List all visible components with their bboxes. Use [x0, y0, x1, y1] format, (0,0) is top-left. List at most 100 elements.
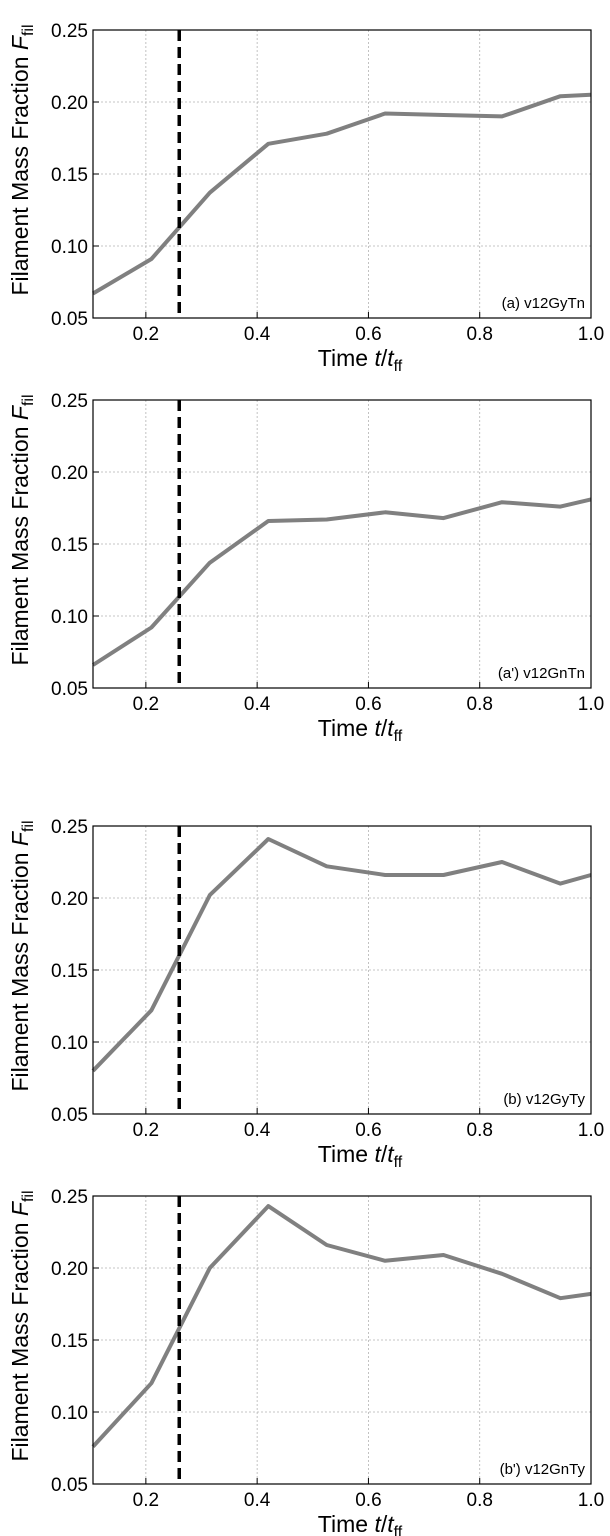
y-tick-label: 0.15 [51, 961, 88, 982]
x-axis-title-sym: t [387, 1141, 395, 1167]
x-tick-label: 0.6 [355, 694, 381, 715]
y-axis-title: Filament Mass Fraction Ffil [7, 24, 37, 295]
x-axis-title-sep: / [381, 1511, 388, 1536]
data-line [91, 497, 592, 667]
y-axis-title: Filament Mass Fraction Ffil [7, 820, 37, 1091]
x-axis-title-sym: t [387, 1511, 395, 1536]
y-tick-label: 0.20 [51, 93, 88, 114]
y-tick-label: 0.15 [51, 1331, 88, 1352]
x-axis-title-var: t [374, 715, 382, 741]
chart-panel-b: 0.2 0.4 0.6 0.8 1.0 0.05 0.10 0.15 0.20 0.25 (b) v… [0, 796, 610, 1171]
y-axis-title-prefix: Filament Mass Fraction [7, 1216, 33, 1461]
y-tick-label: 0.05 [51, 1105, 88, 1126]
x-tick-label: 0.2 [133, 324, 159, 345]
x-tick-label: 0.8 [467, 694, 493, 715]
y-tick-label: 0.15 [51, 535, 88, 556]
panel-label: (a') v12GnTn [498, 665, 585, 682]
x-axis-title: Time t/tff [318, 345, 403, 375]
x-axis-title-var: t [374, 1511, 382, 1536]
y-axis-title-sym: F [7, 404, 33, 420]
x-axis-title-var: t [374, 1141, 382, 1167]
data-line [91, 92, 592, 296]
y-tick-label: 0.20 [51, 1259, 88, 1280]
y-axis-title-sub: fil [20, 1190, 37, 1202]
chart-svg: 0.2 0.4 0.6 0.8 1.0 0.05 0.10 0.15 0.20 0.25 (b') … [7, 1187, 604, 1536]
data-line [91, 1204, 592, 1448]
y-tick-label: 0.10 [51, 607, 88, 628]
y-axis-title-prefix: Filament Mass Fraction [7, 50, 33, 295]
y-axis-title-sub: fil [20, 24, 37, 36]
x-axis-title-prefix: Time [318, 715, 375, 741]
chart-panel-a: 0.2 0.4 0.6 0.8 1.0 0.05 0.10 0.15 0.20 0.25 (a) v… [0, 0, 610, 375]
x-tick-label: 0.6 [355, 1490, 381, 1511]
x-axis-title: Time t/tff [318, 715, 403, 745]
x-axis-title-prefix: Time [318, 1511, 375, 1536]
panel-label: (b) v12GyTy [503, 1091, 585, 1108]
x-axis-title-sep: / [381, 345, 388, 371]
y-tick-label: 0.25 [51, 1187, 88, 1208]
chart-svg: 0.2 0.4 0.6 0.8 1.0 0.05 0.10 0.15 0.20 0.25 (a') … [7, 391, 604, 745]
x-axis-title-sub: ff [394, 1524, 403, 1536]
x-tick-label: 0.8 [467, 1490, 493, 1511]
panel-label: (a) v12GyTn [502, 295, 585, 312]
y-tick-label: 0.05 [51, 309, 88, 330]
x-axis-title-sub: ff [394, 1154, 403, 1171]
x-axis-title-sep: / [381, 715, 388, 741]
y-axis-title-sym: F [7, 830, 33, 846]
x-tick-label: 0.8 [467, 324, 493, 345]
x-axis-title-prefix: Time [318, 345, 375, 371]
x-tick-label: 0.4 [244, 694, 271, 715]
x-tick-label: 0.6 [355, 1120, 381, 1141]
y-tick-label: 0.25 [51, 817, 88, 838]
x-tick-label: 0.2 [133, 1120, 159, 1141]
x-axis-title-sub: ff [394, 358, 403, 375]
x-tick-label: 0.6 [355, 324, 381, 345]
y-tick-label: 0.20 [51, 889, 88, 910]
y-tick-label: 0.25 [51, 391, 88, 412]
chart-panel-a-prime: 0.2 0.4 0.6 0.8 1.0 0.05 0.10 0.15 0.20 0.25 (a') … [0, 370, 610, 745]
y-axis-title-sym: F [7, 1200, 33, 1216]
x-axis-title-prefix: Time [318, 1141, 375, 1167]
x-axis-title-sym: t [387, 715, 395, 741]
y-tick-label: 0.25 [51, 21, 88, 42]
x-tick-label: 1.0 [578, 1120, 604, 1141]
plot-frame [92, 399, 592, 689]
y-axis-title: Filament Mass Fraction Ffil [7, 394, 37, 665]
plot-frame [92, 825, 592, 1115]
x-tick-label: 0.4 [244, 324, 271, 345]
x-axis-title-sym: t [387, 345, 395, 371]
x-axis-title-var: t [374, 345, 382, 371]
y-tick-label: 0.05 [51, 1475, 88, 1496]
x-tick-label: 1.0 [578, 324, 604, 345]
x-axis-title-sep: / [381, 1141, 388, 1167]
x-tick-label: 0.2 [133, 1490, 159, 1511]
x-tick-label: 1.0 [578, 1490, 604, 1511]
x-axis-title-sub: ff [394, 728, 403, 745]
y-tick-label: 0.05 [51, 679, 88, 700]
y-tick-label: 0.20 [51, 463, 88, 484]
plot-frame [92, 1195, 592, 1485]
y-tick-label: 0.15 [51, 165, 88, 186]
x-tick-label: 0.4 [244, 1120, 271, 1141]
x-axis-title: Time t/tff [318, 1141, 403, 1171]
x-tick-label: 0.8 [467, 1120, 493, 1141]
x-tick-label: 0.2 [133, 694, 159, 715]
panel-label: (b') v12GnTy [500, 1461, 586, 1478]
y-tick-label: 0.10 [51, 237, 88, 258]
y-axis-title-prefix: Filament Mass Fraction [7, 420, 33, 665]
y-tick-label: 0.10 [51, 1403, 88, 1424]
chart-svg: 0.2 0.4 0.6 0.8 1.0 0.05 0.10 0.15 0.20 0.25 (a) v… [7, 21, 604, 375]
x-tick-label: 0.4 [244, 1490, 271, 1511]
y-axis-title-sub: fil [20, 820, 37, 832]
chart-svg: 0.2 0.4 0.6 0.8 1.0 0.05 0.10 0.15 0.20 0.25 (b) v… [7, 817, 604, 1171]
data-line [91, 837, 592, 1073]
y-axis-title-prefix: Filament Mass Fraction [7, 846, 33, 1091]
y-tick-label: 0.10 [51, 1033, 88, 1054]
x-axis-title: Time t/tff [318, 1511, 403, 1536]
x-tick-label: 1.0 [578, 694, 604, 715]
y-axis-title-sub: fil [20, 394, 37, 406]
y-axis-title: Filament Mass Fraction Ffil [7, 1190, 37, 1461]
chart-panel-b-prime: 0.2 0.4 0.6 0.8 1.0 0.05 0.10 0.15 0.20 0.25 (b') … [0, 1166, 610, 1536]
plot-frame [92, 29, 592, 319]
y-axis-title-sym: F [7, 34, 33, 50]
